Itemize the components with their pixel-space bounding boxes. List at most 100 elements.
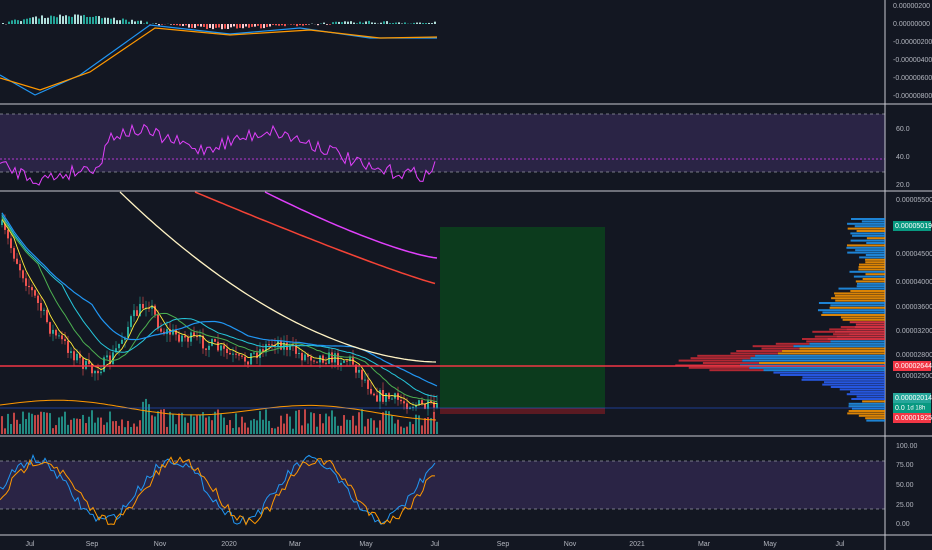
volume-profile-bar	[840, 326, 855, 328]
volume-bar	[292, 428, 294, 434]
volume-profile-bar	[806, 340, 831, 343]
macd-histogram	[392, 23, 394, 24]
macd-histogram	[56, 17, 58, 24]
candle-body	[316, 361, 318, 363]
volume-bar	[157, 411, 159, 434]
candle-body	[142, 303, 144, 309]
candle-body	[193, 332, 195, 336]
time-axis-label: Jul	[431, 541, 440, 548]
candle-body	[28, 285, 30, 288]
volume-profile-bar	[690, 357, 751, 360]
volume-bar	[130, 427, 132, 434]
volume-profile-bar	[866, 237, 885, 240]
candle-body	[250, 353, 252, 365]
volume-profile-bar	[752, 345, 794, 348]
macd-histogram	[203, 24, 205, 27]
macd-histogram	[119, 20, 121, 24]
volume-profile-bar	[859, 256, 885, 259]
candle-body	[58, 335, 60, 337]
volume-profile-bar	[858, 263, 885, 266]
volume-profile-bar	[865, 254, 885, 256]
candle-body	[208, 345, 210, 350]
macd-histogram	[107, 17, 109, 24]
macd-histogram	[92, 16, 94, 24]
volume-profile-bar	[856, 230, 885, 232]
macd-histogram	[134, 21, 136, 24]
volume-bar	[415, 414, 417, 434]
volume-profile-bar	[834, 294, 885, 297]
macd-histogram	[224, 24, 226, 29]
volume-profile-bar	[836, 335, 885, 338]
volume-bar	[43, 412, 45, 434]
volume-profile-bar	[848, 405, 885, 408]
price-tag-label: 0.00002644	[895, 363, 932, 370]
volume-bar	[196, 415, 198, 434]
volume-bar	[298, 409, 300, 434]
candle-body	[43, 309, 45, 311]
candle-body	[16, 258, 18, 264]
candle-body	[172, 329, 174, 335]
macd-histogram	[65, 15, 67, 24]
volume-profile-bar	[847, 251, 885, 254]
volume-bar	[7, 413, 9, 434]
volume-bar	[409, 421, 411, 434]
volume-profile-bar	[865, 258, 885, 261]
target-zone	[440, 227, 605, 408]
macd-histogram	[80, 15, 82, 24]
macd-histogram	[254, 24, 256, 27]
macd-histogram	[215, 24, 217, 28]
macd-histogram	[32, 17, 34, 24]
macd-histogram	[275, 24, 277, 26]
macd-histogram	[374, 22, 376, 24]
volume-bar	[148, 404, 150, 434]
volume-profile-bar	[847, 222, 885, 225]
volume-bar	[352, 415, 354, 434]
macd-histogram	[173, 24, 175, 26]
candle-body	[436, 402, 438, 408]
macd-histogram	[20, 21, 22, 24]
candle-body	[115, 348, 117, 353]
candle-body	[412, 407, 414, 409]
macd-histogram	[395, 22, 397, 24]
volume-bar	[19, 423, 21, 434]
volume-bar	[331, 410, 333, 434]
volume-bar	[208, 416, 210, 434]
volume-bar	[94, 422, 96, 434]
macd-histogram	[230, 24, 232, 28]
volume-bar	[184, 417, 186, 434]
volume-profile-bar	[831, 297, 885, 300]
volume-bar	[328, 416, 330, 434]
candle-body	[139, 303, 141, 316]
volume-profile-bar	[850, 290, 885, 292]
macd-histogram	[185, 24, 187, 26]
macd-histogram	[209, 24, 211, 28]
volume-bar	[307, 423, 309, 434]
volume-profile-bar	[862, 278, 885, 280]
volume-bar	[16, 419, 18, 434]
macd-histogram	[71, 16, 73, 24]
volume-profile-bar	[855, 323, 885, 326]
volume-profile-bar	[865, 273, 885, 276]
candle-body	[85, 360, 87, 369]
candle-body	[49, 322, 51, 334]
macd-histogram	[146, 21, 148, 24]
volume-bar	[70, 419, 72, 434]
volume-bar	[274, 428, 276, 434]
candle-body	[118, 343, 120, 349]
volume-profile-bar	[801, 378, 885, 381]
volume-profile-bar	[856, 282, 885, 285]
volume-bar	[163, 409, 165, 434]
price-axis-label: 0.00004000	[896, 279, 932, 286]
volume-bar	[283, 423, 285, 434]
ma-fast	[1, 219, 438, 406]
volume-bar	[190, 414, 192, 434]
candle-body	[52, 329, 54, 334]
candle-body	[331, 352, 333, 363]
candle-body	[46, 309, 48, 323]
price-tag	[893, 393, 931, 403]
candle-body	[4, 220, 6, 230]
price-axis-label: 0.00002800	[896, 352, 932, 359]
volume-bar	[232, 428, 234, 434]
volume-bar	[31, 413, 33, 434]
volume-profile-bar	[848, 410, 885, 412]
